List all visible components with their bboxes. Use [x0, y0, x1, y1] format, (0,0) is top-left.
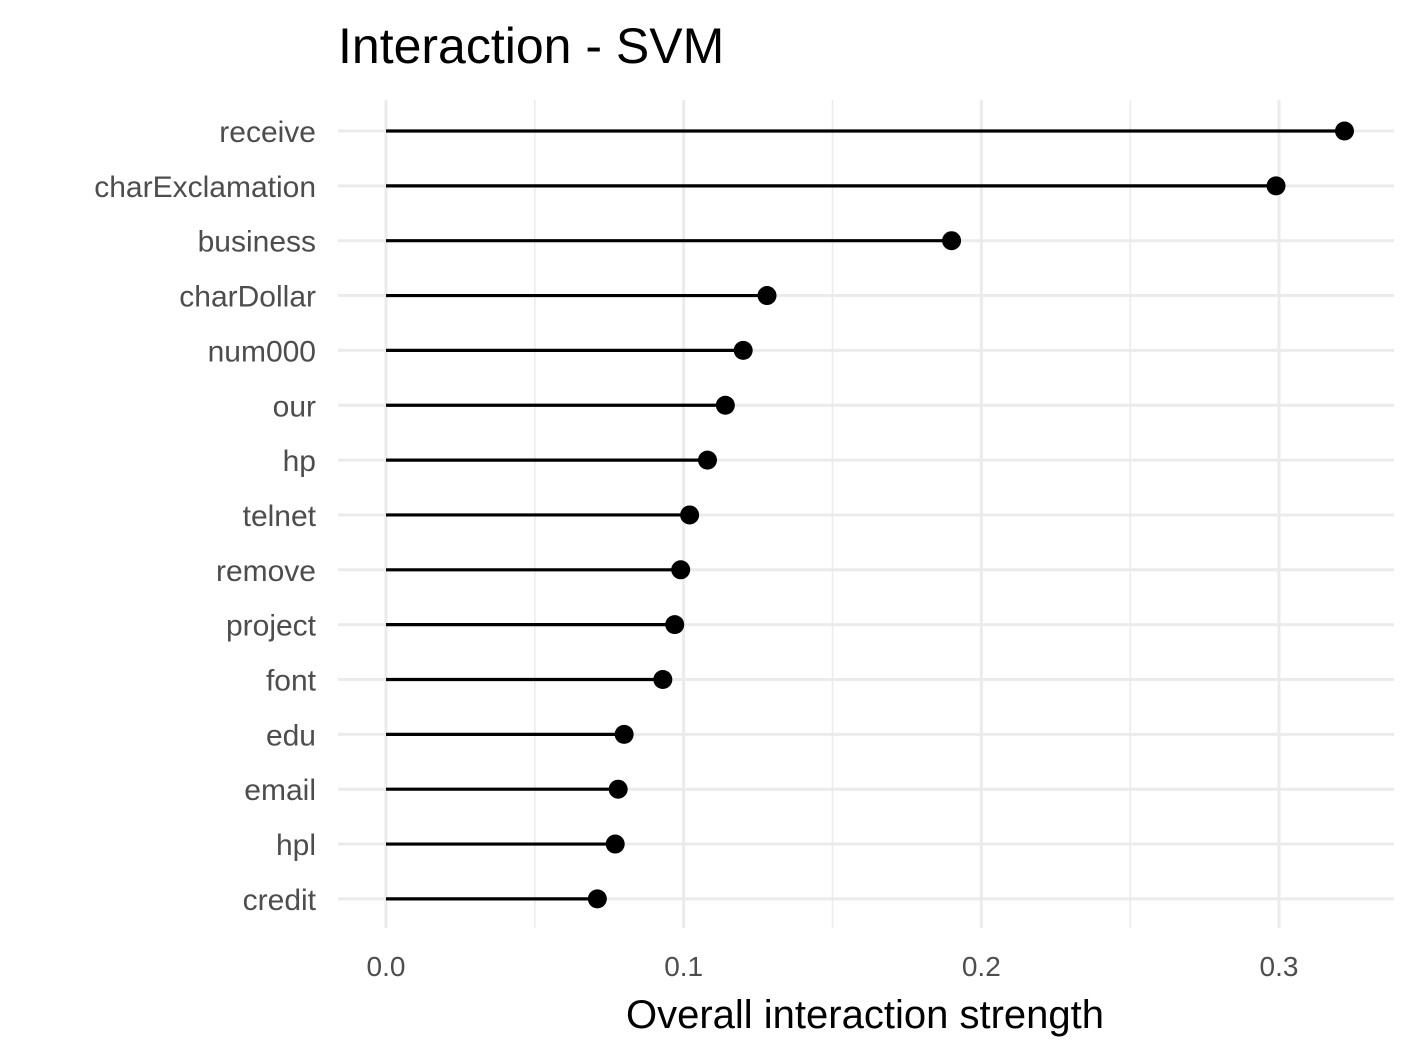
x-tick-label: 0.3: [1260, 951, 1299, 982]
lollipop-point-remove: [671, 560, 691, 580]
x-tick-label: 0.0: [367, 951, 406, 982]
category-label-our: our: [273, 390, 316, 423]
lollipop-point-charExclamation: [1266, 176, 1286, 196]
category-label-receive: receive: [219, 116, 316, 149]
category-label-edu: edu: [266, 719, 316, 752]
lollipop-point-hpl: [605, 834, 625, 854]
x-tick-label: 0.2: [962, 951, 1001, 982]
lollipop-point-receive: [1334, 121, 1354, 141]
lollipop-point-business: [942, 231, 962, 251]
category-label-telnet: telnet: [243, 500, 317, 533]
category-label-hp: hp: [283, 445, 316, 478]
chart-title: Interaction - SVM: [338, 18, 724, 74]
lollipop-point-edu: [614, 724, 634, 744]
category-label-charExclamation: charExclamation: [94, 171, 316, 204]
category-label-business: business: [198, 226, 316, 259]
lollipop-point-project: [665, 615, 685, 635]
lollipop-point-num000: [733, 340, 753, 360]
category-label-credit: credit: [243, 884, 317, 917]
category-label-project: project: [226, 610, 317, 643]
x-tick-label: 0.1: [664, 951, 703, 982]
lollipop-point-email: [608, 779, 628, 799]
lollipop-point-our: [715, 395, 735, 415]
lollipop-point-credit: [587, 889, 607, 909]
category-label-email: email: [244, 774, 316, 807]
x-axis-title: Overall interaction strength: [626, 993, 1104, 1037]
lollipop-point-telnet: [680, 505, 700, 525]
lollipop-points: [587, 121, 1354, 909]
lollipop-stems: [386, 129, 1345, 901]
category-labels: receive charExclamation business charDollar…: [94, 116, 316, 917]
category-label-hpl: hpl: [276, 829, 316, 862]
category-label-font: font: [266, 665, 317, 698]
lollipop-point-charDollar: [757, 286, 777, 306]
lollipop-point-font: [653, 670, 673, 689]
x-tick-labels: 0.0 0.1 0.2 0.3: [367, 951, 1299, 982]
lollipop-point-hp: [697, 450, 717, 470]
category-label-charDollar: charDollar: [179, 281, 316, 314]
category-label-num000: num000: [208, 335, 316, 368]
category-label-remove: remove: [216, 555, 316, 588]
